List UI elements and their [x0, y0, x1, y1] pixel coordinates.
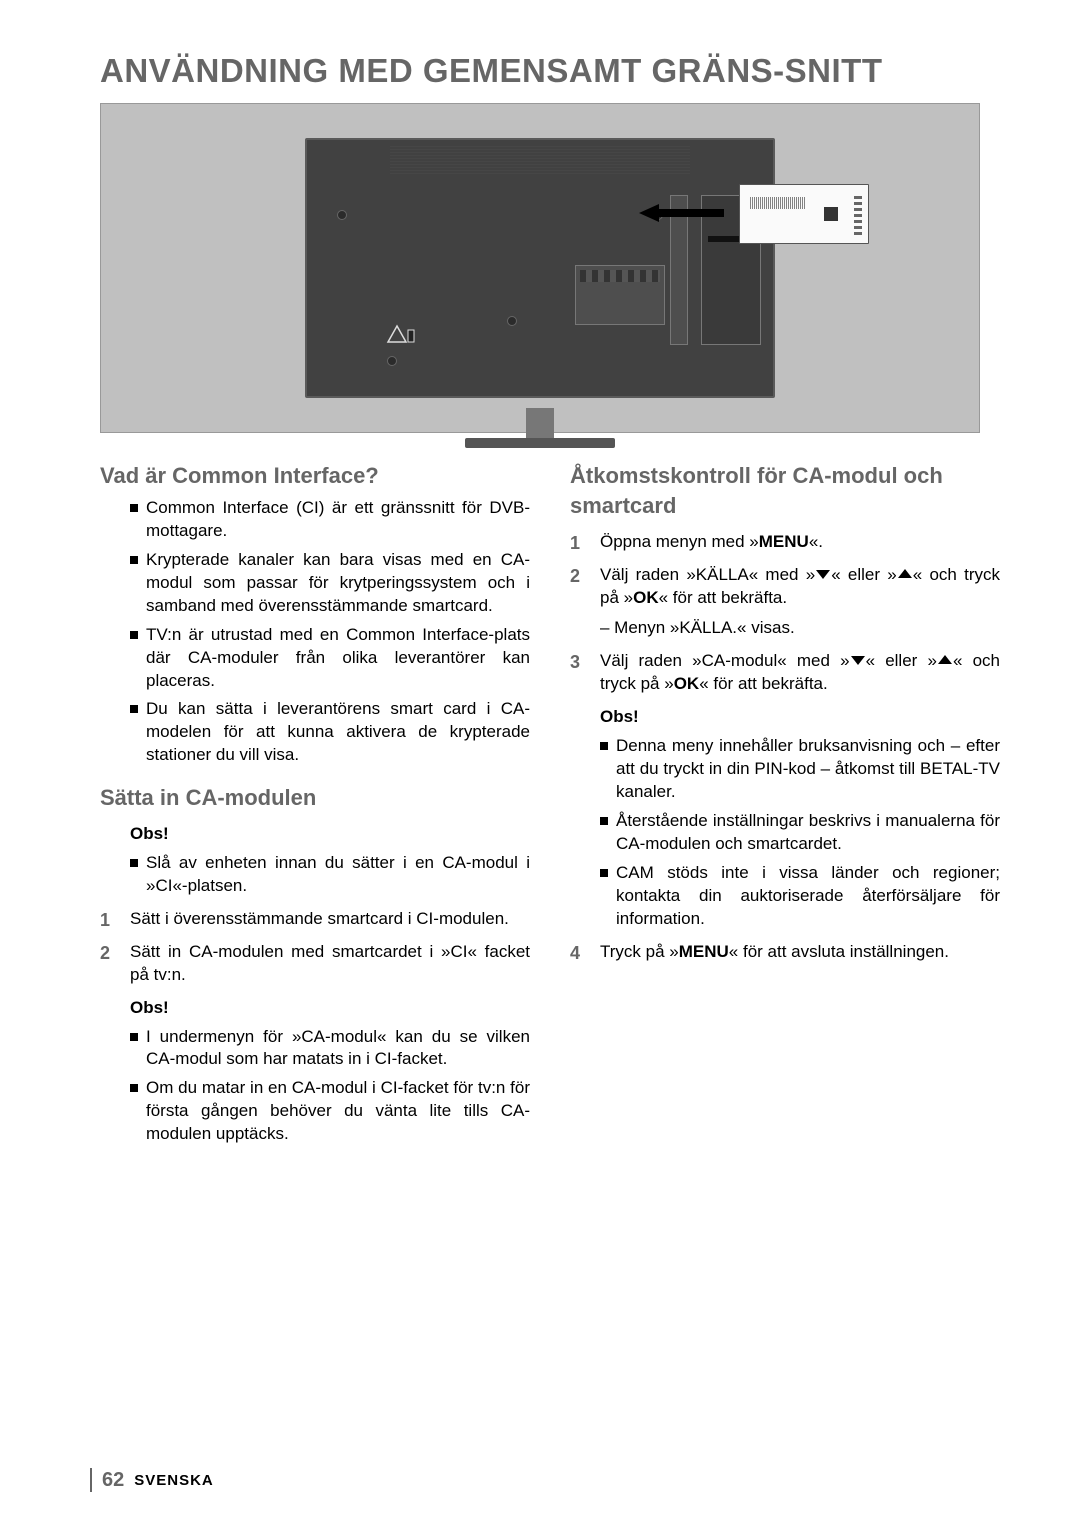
list-item: Om du matar in en CA-modul i CI-facket f…: [130, 1077, 530, 1146]
list-item: TV:n är utrustad med en Common Interface…: [130, 624, 530, 693]
heading-access-control: Åtkomstskontroll för CA-modul och smartc…: [570, 461, 1000, 520]
note-list-1: Slå av enheten innan du sätter i en CA-m…: [130, 852, 530, 898]
left-column: Vad är Common Interface? Common Interfac…: [100, 461, 530, 1152]
down-icon: [850, 650, 866, 673]
list-item: Common Interface (CI) är ett gränssnitt …: [130, 497, 530, 543]
page-footer: 62 SVENSKA: [90, 1468, 214, 1492]
list-item: Slå av enheten innan du sätter i en CA-m…: [130, 852, 530, 898]
step-item: 1Sätt i överensstämmande smartcard i CI-…: [100, 908, 530, 931]
note-label: Obs!: [130, 823, 530, 846]
tv-back: [305, 138, 775, 398]
up-icon: [937, 650, 953, 673]
access-note-list: Denna meny innehåller bruksanvisning och…: [600, 735, 1000, 931]
access-step-4: 4 Tryck på »MENU« för att avsluta instäl…: [570, 941, 1000, 964]
note-label: Obs!: [130, 997, 530, 1020]
access-steps: 1 Öppna menyn med »MENU«. 2 Välj raden »…: [570, 531, 1000, 697]
up-icon: [897, 564, 913, 587]
ca-module-card: [739, 184, 869, 244]
down-icon: [815, 564, 831, 587]
language-label: SVENSKA: [134, 1472, 214, 1489]
step-item: 2 Välj raden »KÄLLA« med »« eller »« och…: [570, 564, 1000, 641]
note-list-2: I undermenyn för »CA-modul« kan du se vi…: [130, 1026, 530, 1147]
ci-bullet-list: Common Interface (CI) är ett gränssnitt …: [130, 497, 530, 767]
insert-steps: 1Sätt i överensstämmande smartcard i CI-…: [100, 908, 530, 987]
page-title: ANVÄNDNING MED GEMENSAMT GRÄNS-SNITT: [100, 50, 1000, 91]
step-sub: – Menyn »KÄLLA.« visas.: [600, 617, 1000, 640]
step-item: 2Sätt in CA-modulen med smartcardet i »C…: [100, 941, 530, 987]
warning-icon: [377, 322, 417, 346]
tv-illustration: [100, 103, 980, 433]
insert-arrow-icon: [639, 204, 724, 222]
page-number: 62: [102, 1469, 124, 1492]
heading-common-interface: Vad är Common Interface?: [100, 461, 530, 491]
list-item: I undermenyn för »CA-modul« kan du se vi…: [130, 1026, 530, 1072]
step-item: 1 Öppna menyn med »MENU«.: [570, 531, 1000, 554]
list-item: Återstående inställningar beskrivs i man…: [600, 810, 1000, 856]
step-item: 3 Välj raden »CA-modul« med »« eller »« …: [570, 650, 1000, 696]
list-item: Du kan sätta i leverantörens smart card …: [130, 698, 530, 767]
step-item: 4 Tryck på »MENU« för att avsluta instäl…: [570, 941, 1000, 964]
heading-insert-ca: Sätta in CA-modulen: [100, 783, 530, 813]
list-item: Krypterade kanaler kan bara visas med en…: [130, 549, 530, 618]
list-item: CAM stöds inte i vissa länder och region…: [600, 862, 1000, 931]
list-item: Denna meny innehåller bruksanvisning och…: [600, 735, 1000, 804]
note-label: Obs!: [600, 706, 1000, 729]
right-column: Åtkomstskontroll för CA-modul och smartc…: [570, 461, 1000, 1152]
